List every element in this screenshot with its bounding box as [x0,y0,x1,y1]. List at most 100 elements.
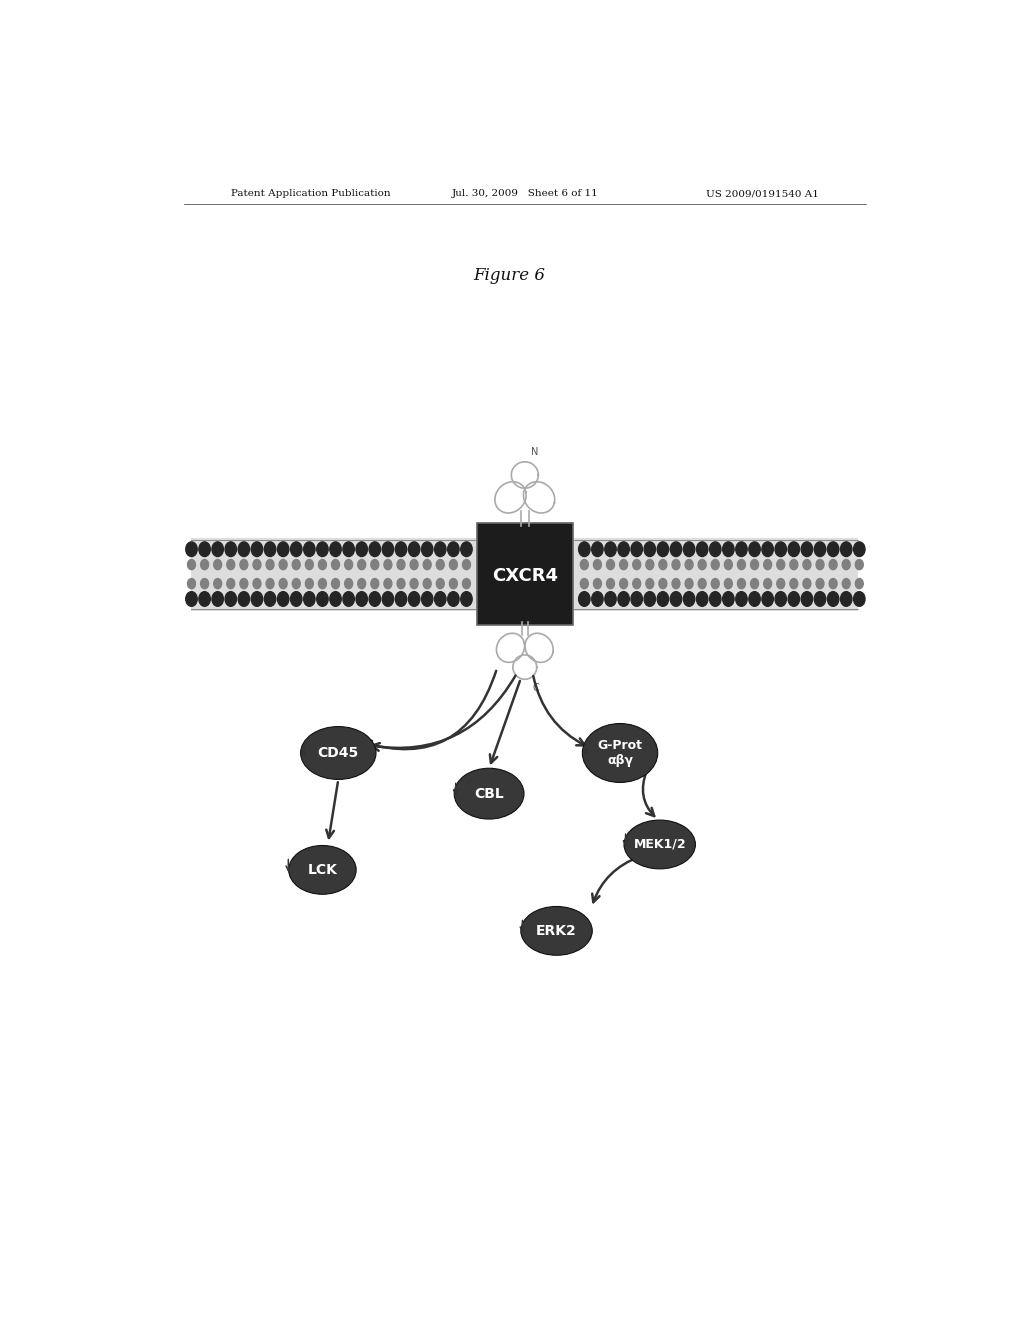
Circle shape [409,543,420,557]
Circle shape [842,578,850,589]
Circle shape [434,543,446,557]
Circle shape [345,578,352,589]
Ellipse shape [289,846,356,894]
Circle shape [751,560,759,570]
Circle shape [304,591,315,606]
Circle shape [592,543,603,557]
Circle shape [685,578,693,589]
Circle shape [751,578,759,589]
Circle shape [671,591,682,606]
Circle shape [356,591,368,606]
Circle shape [735,543,748,557]
Circle shape [395,543,407,557]
Circle shape [646,578,653,589]
Circle shape [854,543,865,557]
Text: Jul. 30, 2009   Sheet 6 of 11: Jul. 30, 2009 Sheet 6 of 11 [452,190,598,198]
Circle shape [411,560,418,570]
Circle shape [199,543,210,557]
Circle shape [330,543,341,557]
Circle shape [447,591,459,606]
Circle shape [657,543,669,557]
Circle shape [240,578,248,589]
Bar [191,537,858,611]
Circle shape [777,560,784,570]
Circle shape [777,578,784,589]
Circle shape [592,591,603,606]
Circle shape [672,578,680,589]
Circle shape [620,578,628,589]
Circle shape [422,543,433,557]
Circle shape [749,591,760,606]
Circle shape [409,591,420,606]
Circle shape [633,578,641,589]
Circle shape [762,543,773,557]
Circle shape [343,543,354,557]
Circle shape [579,543,590,557]
Circle shape [356,543,368,557]
Circle shape [724,560,732,570]
Circle shape [737,560,745,570]
Ellipse shape [301,726,376,779]
Circle shape [814,591,825,606]
Circle shape [187,560,196,570]
Circle shape [382,543,393,557]
Circle shape [775,543,786,557]
Circle shape [369,543,381,557]
Circle shape [201,578,209,589]
Circle shape [683,591,695,606]
Circle shape [187,578,196,589]
Circle shape [827,543,839,557]
Circle shape [316,591,328,606]
Circle shape [685,560,693,570]
Circle shape [801,591,813,606]
Circle shape [658,560,667,570]
Circle shape [304,543,315,557]
Circle shape [461,543,472,557]
Circle shape [226,560,234,570]
Circle shape [397,560,404,570]
Circle shape [239,543,250,557]
Text: US 2009/0191540 A1: US 2009/0191540 A1 [706,190,818,198]
Circle shape [278,591,289,606]
Circle shape [278,543,289,557]
Circle shape [594,560,601,570]
Circle shape [696,591,708,606]
Circle shape [332,560,340,570]
Circle shape [463,578,470,589]
Circle shape [644,543,655,557]
Ellipse shape [455,768,524,818]
Circle shape [201,560,209,570]
Circle shape [251,591,263,606]
Circle shape [801,543,813,557]
Circle shape [633,560,641,570]
Circle shape [382,591,393,606]
FancyBboxPatch shape [477,523,572,626]
Circle shape [214,560,221,570]
Circle shape [617,591,630,606]
Circle shape [185,543,198,557]
Circle shape [422,591,433,606]
Circle shape [829,578,837,589]
Circle shape [803,560,811,570]
Circle shape [225,591,237,606]
Circle shape [816,578,824,589]
Circle shape [658,578,667,589]
Circle shape [214,578,221,589]
Ellipse shape [624,820,695,869]
Circle shape [606,560,614,570]
Text: Figure 6: Figure 6 [473,267,545,284]
Circle shape [644,591,655,606]
Circle shape [803,578,811,589]
Circle shape [790,560,798,570]
Circle shape [384,578,392,589]
Circle shape [357,578,366,589]
Circle shape [698,578,707,589]
Circle shape [212,591,223,606]
Circle shape [332,578,340,589]
Circle shape [291,591,302,606]
Circle shape [447,543,459,557]
Circle shape [696,543,708,557]
Circle shape [620,560,628,570]
Circle shape [710,591,721,606]
Circle shape [841,543,852,557]
